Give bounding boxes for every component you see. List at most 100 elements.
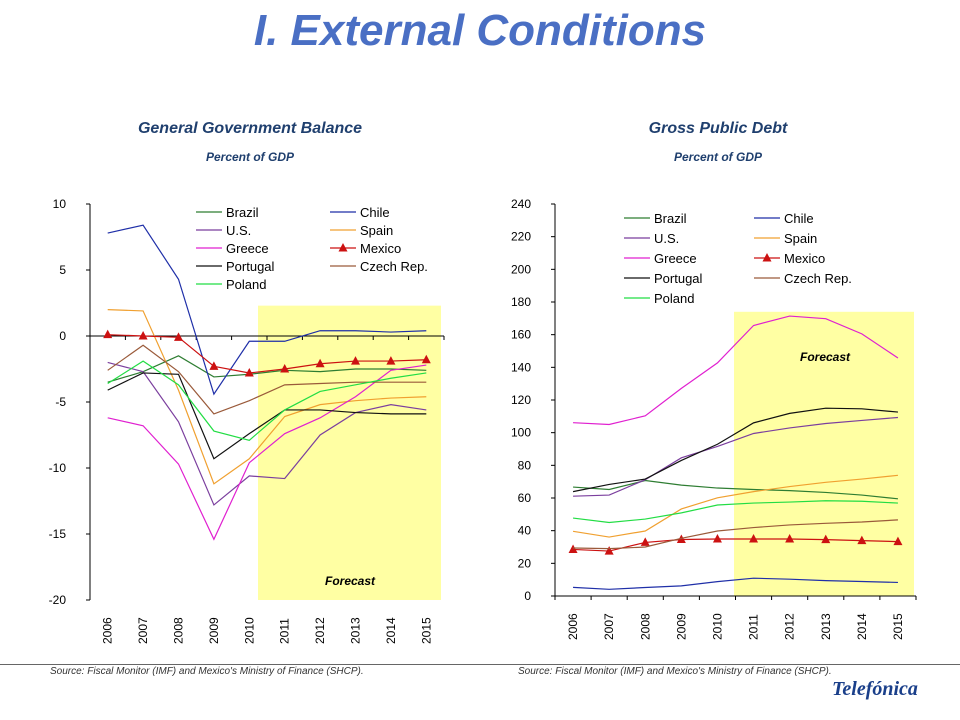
chart0-mexico-point bbox=[209, 361, 219, 370]
chart0-x-tick-label: 2007 bbox=[136, 617, 150, 644]
chart1-y-tick-label: 220 bbox=[511, 230, 531, 244]
chart1-legend-label: Czech Rep. bbox=[784, 271, 852, 286]
chart1-legend-label: Poland bbox=[654, 291, 694, 306]
chart0-y-tick-label: -15 bbox=[49, 527, 67, 541]
chart-subtitle-debt: Percent of GDP bbox=[673, 150, 763, 164]
chart1-x-tick-label: 2007 bbox=[602, 613, 616, 640]
chart0-x-tick-label: 2010 bbox=[242, 617, 256, 644]
chart0-series-line-brazil bbox=[107, 355, 427, 383]
chart1-x-tick-label: 2009 bbox=[674, 613, 688, 640]
chart0-series-line-greece bbox=[107, 364, 427, 541]
chart1-forecast-label: Forecast bbox=[800, 350, 851, 364]
chart1-y-tick-label: 80 bbox=[518, 458, 532, 472]
chart0-series-line-mexico bbox=[107, 334, 427, 374]
chart1-y-tick-label: 180 bbox=[511, 295, 531, 309]
chart1-series-line-spain bbox=[572, 474, 899, 538]
chart0-legend-label: Chile bbox=[360, 205, 390, 220]
chart1-y-tick-label: 240 bbox=[511, 197, 531, 211]
chart0-x-tick-label: 2015 bbox=[419, 617, 433, 644]
chart1-mexico-point bbox=[712, 533, 722, 543]
chart1-y-tick-label: 0 bbox=[524, 589, 531, 603]
chart1-x-tick-label: 2012 bbox=[783, 613, 797, 640]
chart0-mexico-point bbox=[103, 329, 113, 339]
chart0-legend-label: U.S. bbox=[226, 223, 251, 238]
chart1-series-line-brazil bbox=[573, 479, 899, 500]
chart0-y-tick-label: 10 bbox=[53, 197, 67, 211]
chart0-series-line-spain bbox=[107, 309, 427, 485]
chart1-mexico-point bbox=[568, 544, 578, 553]
chart0-forecast-band bbox=[258, 305, 441, 600]
chart0-x-tick-label: 2014 bbox=[384, 617, 398, 644]
chart0-legend-label: Brazil bbox=[226, 205, 259, 220]
chart0-y-tick-label: 5 bbox=[59, 263, 66, 277]
chart1-legend-label: Mexico bbox=[784, 251, 825, 266]
chart1-y-tick-label: 100 bbox=[511, 426, 531, 440]
chart1-mexico-point bbox=[857, 535, 867, 545]
chart0-x-tick-label: 2006 bbox=[101, 617, 115, 644]
telefonica-logo: Telefónica bbox=[832, 678, 918, 700]
chart0-x-tick-label: 2011 bbox=[278, 618, 292, 644]
chart1-series-line-poland bbox=[572, 500, 898, 524]
chart1-y-tick-label: 120 bbox=[511, 393, 531, 407]
chart0-legend-label: Czech Rep. bbox=[360, 259, 428, 274]
chart1-series-line-chile bbox=[573, 577, 898, 590]
chart1-legend-label: Brazil bbox=[654, 211, 687, 226]
page-title: I. External Conditions bbox=[253, 6, 707, 55]
chart0-mexico-point bbox=[351, 356, 360, 365]
chart0-series-line-u-s- bbox=[107, 361, 427, 506]
chart0-series-line-poland bbox=[107, 360, 427, 441]
chart1-mexico-point bbox=[749, 533, 759, 543]
chart1-legend-label: Spain bbox=[784, 231, 817, 246]
chart1-series-line-greece bbox=[573, 315, 899, 426]
chart0-x-tick-label: 2012 bbox=[313, 617, 327, 644]
chart0-legend-label: Poland bbox=[226, 277, 266, 292]
chart0-x-tick-label: 2009 bbox=[207, 617, 221, 644]
chart0-mexico-point bbox=[421, 354, 431, 364]
source-note-right: Source: Fiscal Monitor (IMF) and Mexico'… bbox=[518, 666, 832, 677]
chart0-legend-label: Greece bbox=[226, 241, 269, 256]
chart1-y-tick-label: 40 bbox=[518, 524, 532, 538]
chart1-legend-label: U.S. bbox=[654, 231, 679, 246]
chart1-series-line-czech-rep- bbox=[573, 519, 898, 550]
chart1-series-line-u-s- bbox=[573, 416, 898, 497]
chart1-series-line-portugal bbox=[572, 407, 899, 493]
chart0-legend-marker bbox=[338, 243, 348, 252]
chart1-x-tick-label: 2013 bbox=[819, 613, 833, 640]
chart0-mexico-point bbox=[386, 356, 396, 365]
chart1-mexico-point bbox=[604, 546, 614, 555]
chart0-mexico-point bbox=[138, 331, 148, 340]
chart0-forecast-label: Forecast bbox=[325, 574, 376, 588]
chart0-legend-label: Spain bbox=[360, 223, 393, 238]
chart1-mexico-point bbox=[785, 533, 795, 543]
chart1-x-tick-label: 2006 bbox=[566, 613, 580, 640]
chart0-y-tick-label: -5 bbox=[55, 395, 66, 409]
chart0-y-tick-label: -20 bbox=[49, 593, 67, 607]
chart0-y-tick-label: -10 bbox=[49, 461, 67, 475]
chart0-x-tick-label: 2013 bbox=[349, 617, 363, 644]
chart1-y-tick-label: 140 bbox=[511, 360, 531, 374]
chart1-legend-label: Chile bbox=[784, 211, 814, 226]
chart0-legend-label: Mexico bbox=[360, 241, 401, 256]
chart1-y-tick-label: 60 bbox=[518, 491, 532, 505]
chart0-mexico-point bbox=[280, 364, 290, 373]
chart1-x-tick-label: 2011 bbox=[747, 614, 761, 640]
chart1-legend-marker bbox=[762, 253, 772, 262]
chart1-legend-label: Greece bbox=[654, 251, 697, 266]
chart0-mexico-point bbox=[174, 332, 183, 341]
chart-title-debt: Gross Public Debt bbox=[648, 120, 788, 137]
chart0-y-tick-label: 0 bbox=[59, 329, 66, 343]
chart1-mexico-point bbox=[821, 534, 831, 544]
chart1-forecast-band bbox=[734, 311, 914, 596]
chart1-x-tick-label: 2015 bbox=[891, 613, 905, 640]
chart0-mexico-point bbox=[244, 367, 254, 377]
source-note-left: Source: Fiscal Monitor (IMF) and Mexico'… bbox=[50, 666, 364, 677]
chart1-y-tick-label: 200 bbox=[511, 262, 531, 276]
chart1-x-tick-label: 2010 bbox=[710, 613, 724, 640]
chart0-x-tick-label: 2008 bbox=[172, 617, 186, 644]
chart1-legend-label: Portugal bbox=[654, 271, 703, 286]
footer-divider bbox=[0, 664, 960, 665]
chart1-y-tick-label: 160 bbox=[511, 328, 531, 342]
chart1-x-tick-label: 2014 bbox=[855, 613, 869, 640]
chart1-series-line-mexico bbox=[573, 538, 898, 552]
